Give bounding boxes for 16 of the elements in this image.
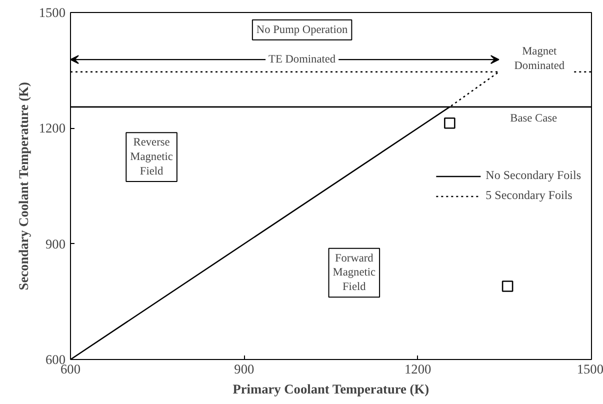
y-tick-label: 1500 xyxy=(38,5,66,20)
x-tick-label: 900 xyxy=(234,362,254,376)
y-axis-title: Secondary Coolant Temperature (K) xyxy=(16,82,31,290)
y-tick-label: 900 xyxy=(46,236,66,252)
x-tick-label: 1200 xyxy=(404,362,432,376)
annotation: Base Case xyxy=(510,112,558,125)
annotation: Forward Magnetic Field xyxy=(332,252,376,294)
annotation: TE Dominated xyxy=(268,54,336,66)
legend-label: No Secondary Foils xyxy=(486,168,581,183)
legend-label: 5 Secondary Foils xyxy=(486,188,572,203)
annotation: Reverse Magnetic Field xyxy=(130,136,173,178)
y-tick-label: 1200 xyxy=(38,120,66,136)
annotation: Magnet Dominated xyxy=(514,46,565,72)
x-axis-title: Primary Coolant Temperature (K) xyxy=(232,382,430,396)
x-tick-label: 1500 xyxy=(576,362,603,376)
annotation: No Pump Operation xyxy=(256,24,348,36)
